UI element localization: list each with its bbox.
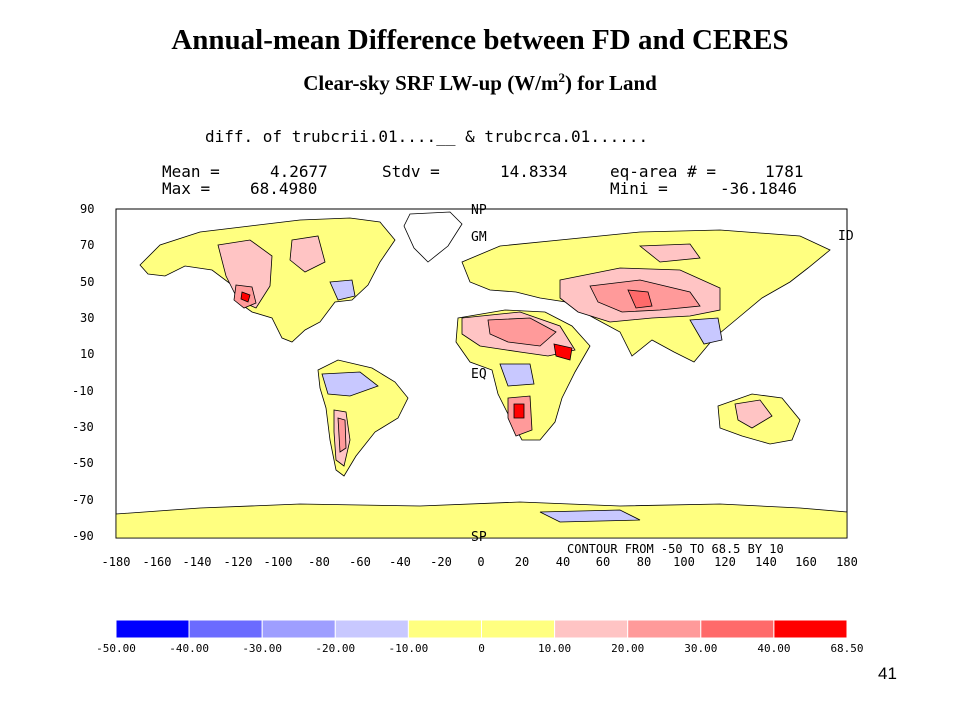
x-tick-label: 180 — [836, 555, 858, 569]
colorbar-label: -20.00 — [315, 642, 355, 655]
page-number: 41 — [878, 664, 897, 683]
min-label: Mini = — [610, 179, 668, 198]
colorbar-label: 68.50 — [830, 642, 863, 655]
colorbar-label: -50.00 — [96, 642, 136, 655]
x-tick-label: -40 — [389, 555, 411, 569]
chart-subtitle: Clear-sky SRF LW-up (W/m2) for Land — [0, 70, 960, 96]
colorbar-swatch — [261, 619, 336, 639]
southern-africa-hotspot — [513, 403, 525, 419]
y-tick-label: -30 — [72, 420, 94, 434]
y-tick-label: 10 — [80, 347, 94, 361]
antarctica-land — [115, 501, 848, 539]
x-tick-label: -120 — [224, 555, 253, 569]
mean-label: Mean = — [162, 162, 220, 181]
na-cool-anomaly — [329, 279, 356, 301]
x-tick-label: 140 — [755, 555, 777, 569]
colorbar-label: 20.00 — [611, 642, 644, 655]
y-tick-label: 70 — [80, 238, 94, 252]
colorbar-swatch — [407, 619, 482, 639]
na-warm-anomaly-3 — [289, 235, 326, 273]
y-tick-label: -50 — [72, 456, 94, 470]
x-tick-label: 0 — [477, 555, 484, 569]
land-areas — [115, 211, 848, 539]
colorbar-swatch — [188, 619, 263, 639]
subtitle-text: Clear-sky SRF LW-up (W/m — [303, 71, 559, 95]
colorbar-label: 30.00 — [684, 642, 717, 655]
max-label: Max = — [162, 179, 210, 198]
na-hotspot — [240, 291, 251, 303]
colorbar-label: 10.00 — [538, 642, 571, 655]
greenland-land — [403, 211, 463, 263]
x-tick-label: -160 — [143, 555, 172, 569]
y-tick-label: -90 — [72, 529, 94, 543]
mean-value: 4.2677 — [270, 162, 328, 181]
colorbar-swatch — [481, 619, 556, 639]
y-axis: 90 70 50 30 10 -10 -30 -50 -70 -90 — [72, 202, 94, 543]
colorbar-swatch — [627, 619, 702, 639]
x-tick-label: -140 — [183, 555, 212, 569]
y-tick-label: 50 — [80, 275, 94, 289]
np-marker: NP — [471, 203, 487, 218]
colorbar-swatch — [554, 619, 629, 639]
eurasia-warm-anomaly-3 — [627, 289, 653, 309]
x-axis: -180 -160 -140 -120 -100 -80 -60 -40 -20… — [102, 555, 858, 569]
stdv-value: 14.8334 — [500, 162, 567, 181]
stdv-label: Stdv = — [382, 162, 440, 181]
contour-note: CONTOUR FROM -50 TO 68.5 BY 10 — [567, 542, 784, 556]
x-tick-label: 160 — [795, 555, 817, 569]
x-tick-label: -80 — [308, 555, 330, 569]
reference-markers: NP GM ID EQ SP — [471, 203, 854, 545]
asia-cool-anomaly — [689, 317, 723, 345]
y-tick-label: 30 — [80, 311, 94, 325]
x-tick-label: -20 — [430, 555, 452, 569]
eqarea-label: eq-area # = — [610, 162, 716, 181]
colorbar-swatch — [773, 619, 848, 639]
x-tick-label: -60 — [349, 555, 371, 569]
colorbar-label: 40.00 — [757, 642, 790, 655]
y-tick-label: -70 — [72, 493, 94, 507]
colorbar-swatch — [334, 619, 409, 639]
max-value: 68.4980 — [250, 179, 317, 198]
colorbar-swatch — [700, 619, 775, 639]
diff-description: diff. of trubcrii.01....__ & trubcrca.01… — [205, 127, 648, 146]
sa-cool-anomaly — [321, 371, 379, 397]
gm-marker: GM — [471, 230, 487, 245]
x-tick-label: 40 — [556, 555, 570, 569]
sa-warm-anomaly-2 — [337, 417, 347, 453]
x-tick-label: 100 — [673, 555, 695, 569]
colorbar: -50.00 -40.00 -30.00 -20.00 -10.00 0 10.00 20.0… — [96, 619, 864, 655]
eqarea-value: 1781 — [765, 162, 804, 181]
sahara-hotspot — [553, 343, 573, 361]
colorbar-label: -10.00 — [389, 642, 429, 655]
siberia-warm-anomaly — [638, 243, 701, 263]
colorbar-label: 0 — [478, 642, 485, 655]
subtitle-superscript: 2 — [558, 70, 566, 85]
min-value: -36.1846 — [720, 179, 797, 198]
id-marker: ID — [838, 229, 854, 244]
australia-warm-anomaly — [734, 399, 773, 429]
antarctica-cool-anomaly — [539, 509, 641, 523]
subtitle-text-end: ) for Land — [565, 71, 657, 95]
colorbar-swatch — [115, 619, 190, 639]
x-tick-label: 60 — [596, 555, 610, 569]
chart-title: Annual-mean Difference between FD and CE… — [171, 24, 789, 56]
africa-cool-anomaly — [499, 363, 535, 387]
africa-warm-anomaly-2 — [487, 317, 557, 347]
sp-marker: SP — [471, 530, 487, 545]
x-tick-label: -100 — [264, 555, 293, 569]
na-warm-anomaly — [217, 239, 273, 309]
y-tick-label: 90 — [80, 202, 94, 216]
x-tick-label: 80 — [637, 555, 651, 569]
colorbar-label: -30.00 — [242, 642, 282, 655]
colorbar-label: -40.00 — [169, 642, 209, 655]
x-tick-label: 20 — [515, 555, 529, 569]
y-tick-label: -10 — [72, 384, 94, 398]
eq-marker: EQ — [471, 367, 487, 382]
x-tick-label: -180 — [102, 555, 131, 569]
x-tick-label: 120 — [714, 555, 736, 569]
